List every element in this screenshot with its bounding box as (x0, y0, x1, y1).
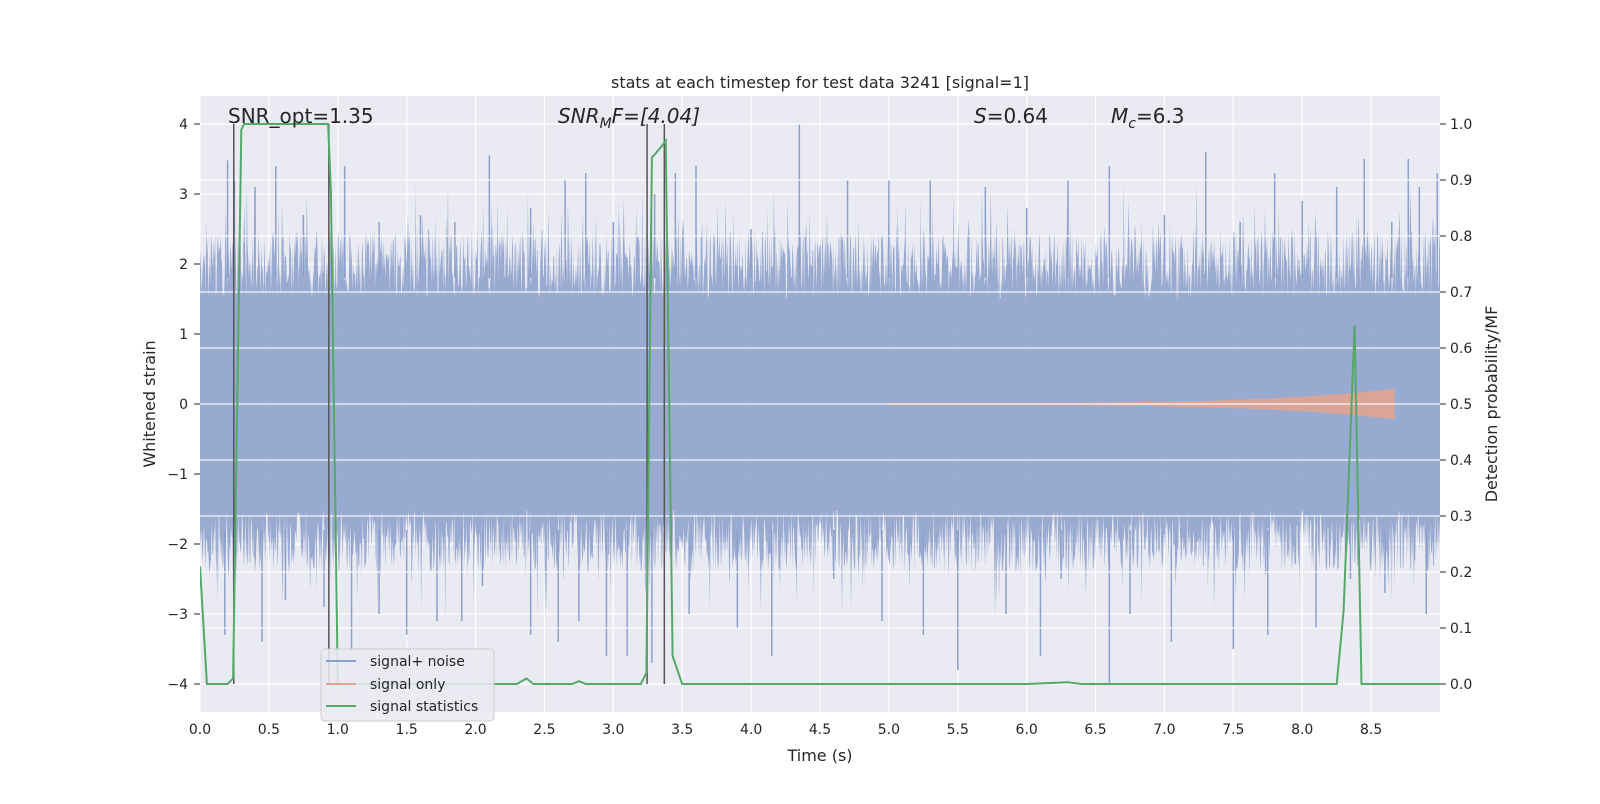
snr-mf-base: SNR (558, 104, 600, 128)
mc-rest: =6.3 (1136, 104, 1185, 128)
x-tick-label: 7.0 (1153, 722, 1175, 738)
s-base: S (974, 104, 987, 128)
y-left-tick-label: −4 (167, 677, 188, 693)
y-left-tick-label: 1 (179, 327, 188, 343)
y-right-tick-label: 0.3 (1450, 509, 1472, 525)
snr-mf-annotation: SNRMF=[4.04] (558, 104, 700, 132)
x-tick-label: 0.0 (189, 722, 211, 738)
snr-opt-annotation: SNR_opt=1.35 (228, 104, 374, 128)
y-left-tick-label: −3 (167, 607, 188, 623)
data-layer (200, 123, 1440, 685)
x-axis-ticks: 0.0 0.5 1.0 1.5 2.0 2.5 3.0 3.5 4.0 4.5 5.0 5.5 6.0 6… (189, 722, 1382, 738)
y-left-tick-label: −1 (167, 467, 188, 483)
x-tick-label: 6.0 (1016, 722, 1038, 738)
y-axis-left-label: Whitened strain (140, 340, 159, 467)
y-right-tick-label: 0.9 (1450, 173, 1472, 189)
x-tick-label: 6.5 (1084, 722, 1106, 738)
x-tick-label: 2.5 (533, 722, 555, 738)
signal-noise-band (200, 176, 1440, 625)
x-tick-label: 3.5 (671, 722, 693, 738)
s-annotation: S=0.64 (974, 104, 1048, 128)
x-tick-label: 1.5 (396, 722, 418, 738)
y-axis-right-ticks: 1.0 0.9 0.8 0.7 0.6 0.5 0.4 0.3 0.2 0.1 0.0 (1440, 117, 1472, 693)
y-left-tick-label: 3 (179, 187, 188, 203)
legend-label-signal-statistics: signal statistics (370, 699, 478, 715)
x-tick-label: 3.0 (602, 722, 624, 738)
x-tick-label: 2.0 (464, 722, 486, 738)
mc-base: M (1111, 104, 1128, 128)
signal-noise-spikes (224, 124, 1438, 684)
legend: signal+ noise signal only signal statist… (320, 648, 495, 722)
y-right-tick-label: 0.5 (1450, 397, 1472, 413)
x-tick-label: 5.0 (878, 722, 900, 738)
y-right-tick-label: 0.7 (1450, 285, 1472, 301)
y-right-tick-label: 0.6 (1450, 341, 1472, 357)
mc-annotation: Mc=6.3 (1111, 104, 1185, 132)
y-left-tick-label: −2 (167, 537, 188, 553)
y-axis-left-ticks: 4 3 2 1 0 −1 −2 −3 −4 (167, 117, 200, 693)
y-right-tick-label: 0.1 (1450, 621, 1472, 637)
legend-box (320, 648, 495, 722)
snr-mf-subscript: M (600, 116, 612, 132)
s-rest: =0.64 (987, 104, 1048, 128)
y-right-tick-label: 0.0 (1450, 677, 1472, 693)
y-right-tick-label: 0.2 (1450, 565, 1472, 581)
x-tick-label: 4.5 (809, 722, 831, 738)
y-left-tick-label: 0 (179, 397, 188, 413)
signal-statistics-series (200, 123, 1440, 685)
legend-label-signal-only: signal only (370, 677, 445, 693)
x-tick-label: 7.5 (1222, 722, 1244, 738)
y-axis-right-label: Detection probability/MF (1482, 306, 1501, 503)
x-axis-label: Time (s) (786, 746, 852, 765)
y-left-tick-label: 4 (179, 117, 188, 133)
y-right-tick-label: 0.8 (1450, 229, 1472, 245)
snr-mf-rest: F=[4.04] (612, 104, 700, 128)
mc-subscript: c (1128, 116, 1136, 132)
chart-title: stats at each timestep for test data 324… (611, 73, 1029, 92)
y-right-tick-label: 1.0 (1450, 117, 1472, 133)
x-tick-label: 0.5 (258, 722, 280, 738)
x-tick-label: 8.0 (1291, 722, 1313, 738)
x-tick-label: 8.5 (1360, 722, 1382, 738)
y-right-tick-label: 0.4 (1450, 453, 1472, 469)
y-left-tick-label: 2 (179, 257, 188, 273)
x-tick-label: 1.0 (327, 722, 349, 738)
legend-label-signal-noise: signal+ noise (370, 654, 465, 670)
x-tick-label: 5.5 (947, 722, 969, 738)
x-tick-label: 4.0 (740, 722, 762, 738)
